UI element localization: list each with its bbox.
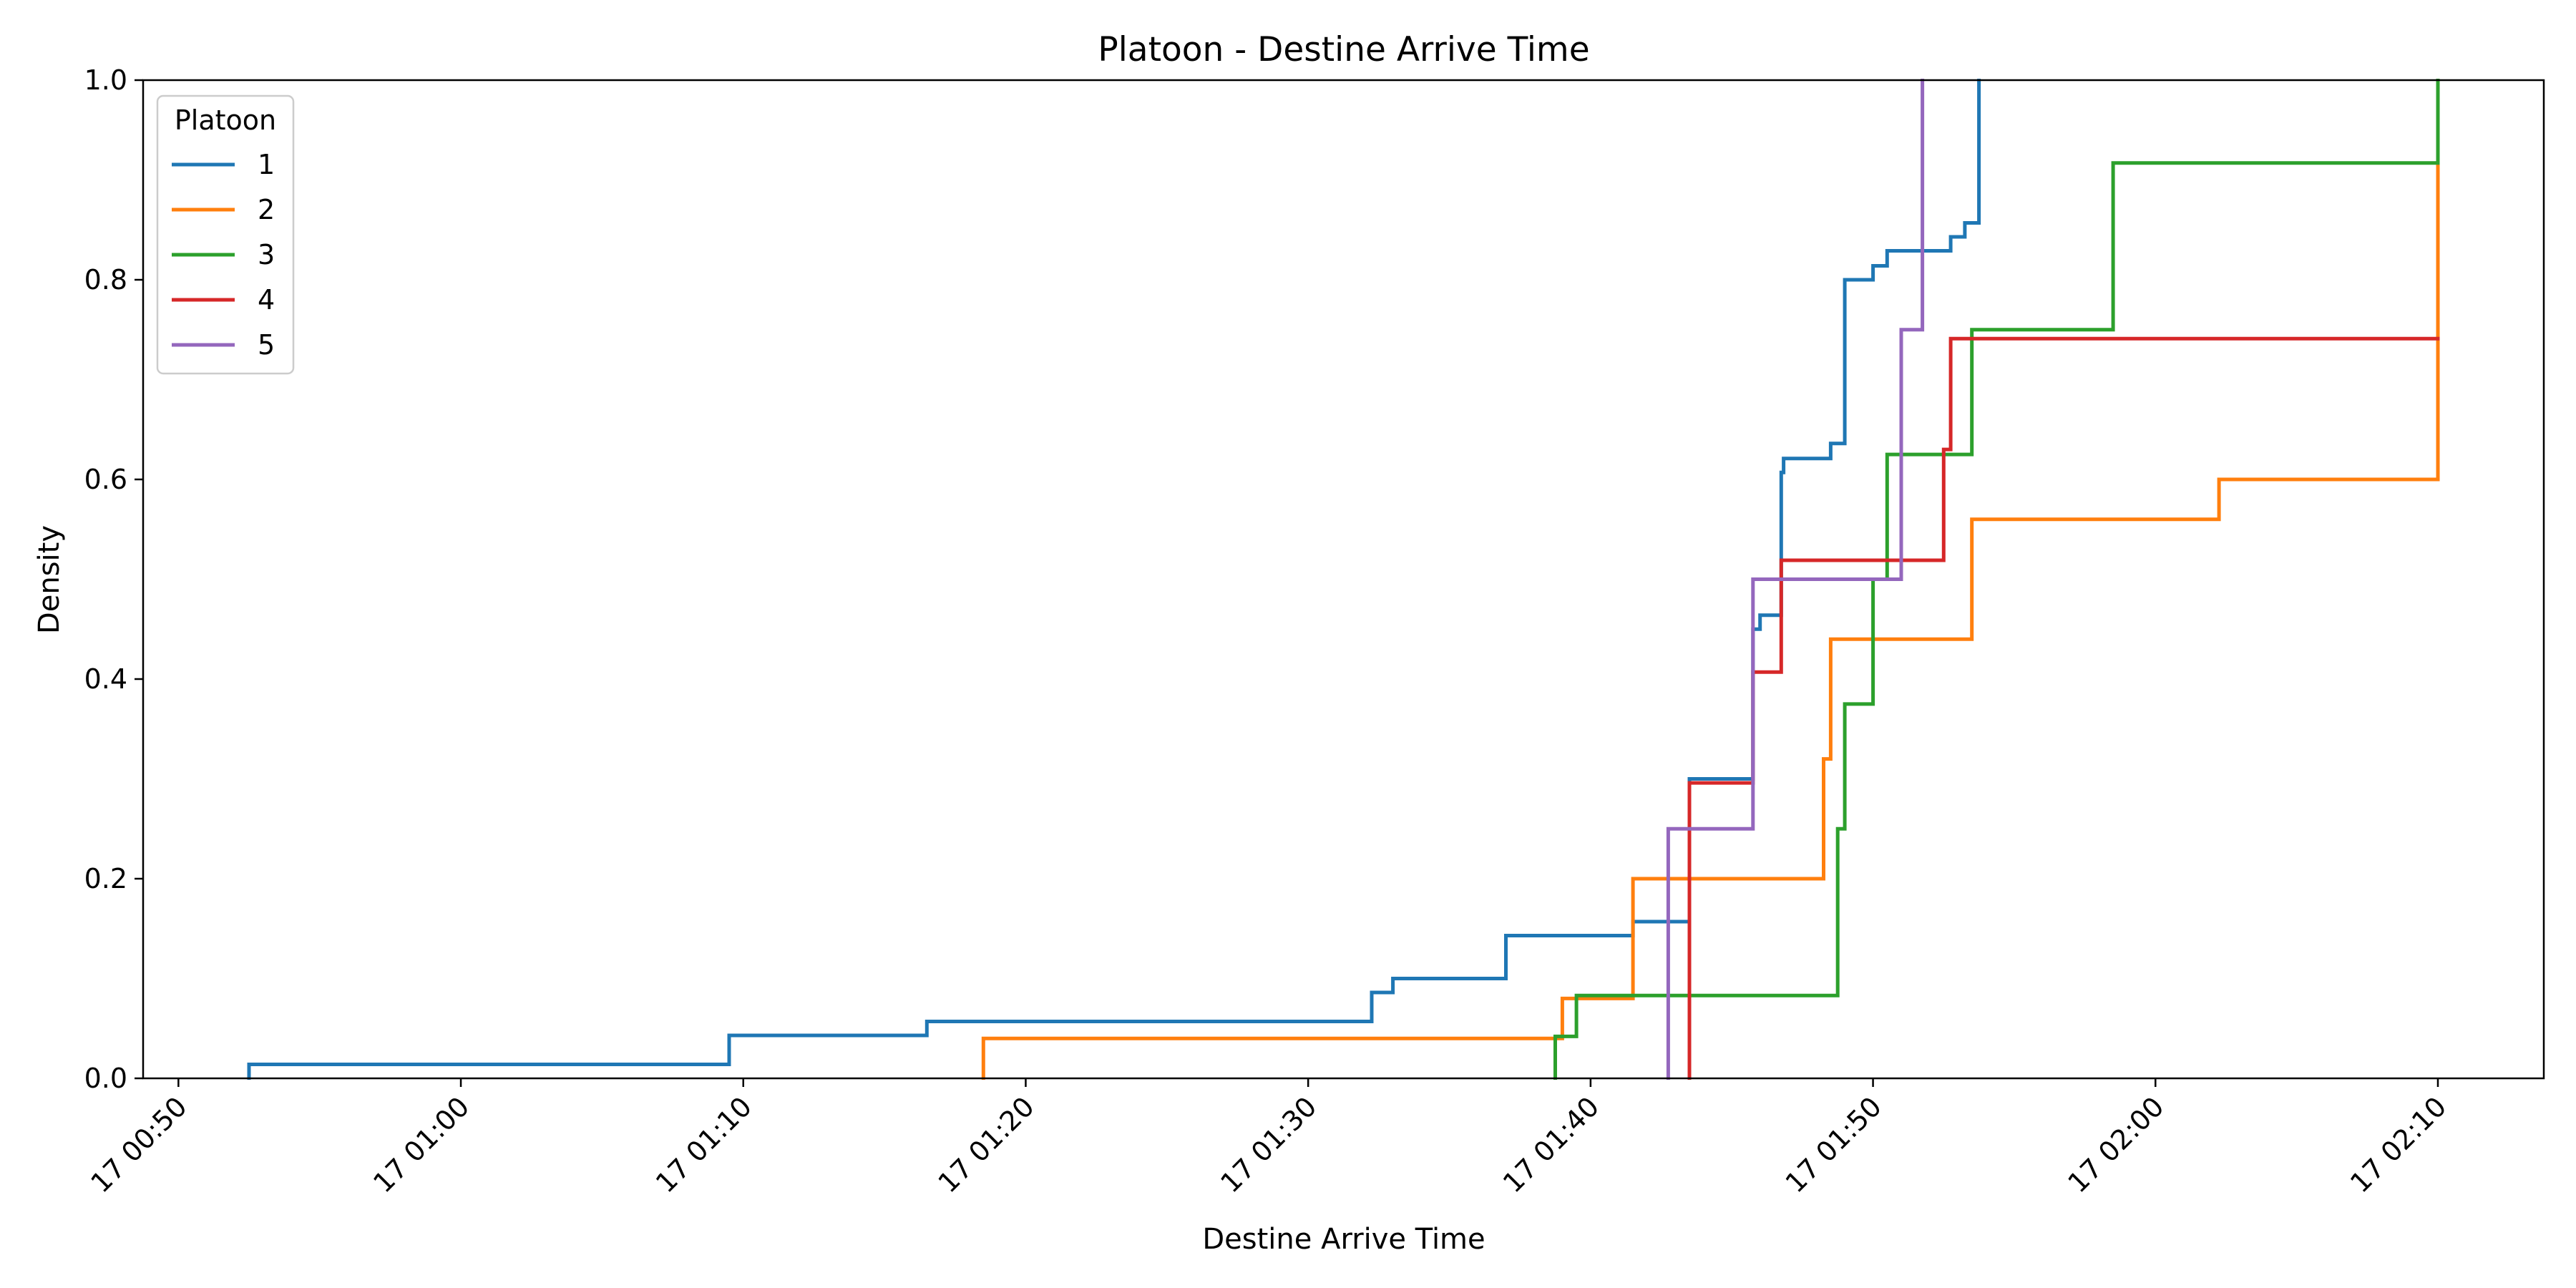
series-3-line xyxy=(1553,79,2440,1080)
legend-label-4: 4 xyxy=(258,284,275,316)
y-tick-label: 0.0 xyxy=(84,1063,127,1094)
legend-title: Platoon xyxy=(175,104,276,136)
plot-area xyxy=(247,79,2440,1080)
legend: Platoon 1 2 3 4 5 xyxy=(156,94,295,375)
series-4-line xyxy=(1687,336,2440,1080)
y-tick-label: 0.6 xyxy=(84,464,127,495)
legend-label-2: 2 xyxy=(258,194,275,225)
series-2-line xyxy=(981,79,2440,1080)
plot-frame xyxy=(142,79,2545,1080)
y-tick-label: 1.0 xyxy=(84,64,127,96)
x-axis-title: Destine Arrive Time xyxy=(1202,1223,1485,1256)
series-5-line xyxy=(1666,79,1925,1080)
legend-label-5: 5 xyxy=(258,329,275,361)
y-tick-label: 0.4 xyxy=(84,663,127,695)
series-1-line xyxy=(247,79,1981,1080)
y-tick-label: 0.8 xyxy=(84,264,127,296)
legend-label-3: 3 xyxy=(258,239,275,270)
chart-title: Platoon - Destine Arrive Time xyxy=(1098,30,1589,69)
legend-label-1: 1 xyxy=(258,149,275,180)
y-axis-title: Density xyxy=(33,525,66,634)
y-tick-label: 0.2 xyxy=(84,863,127,894)
